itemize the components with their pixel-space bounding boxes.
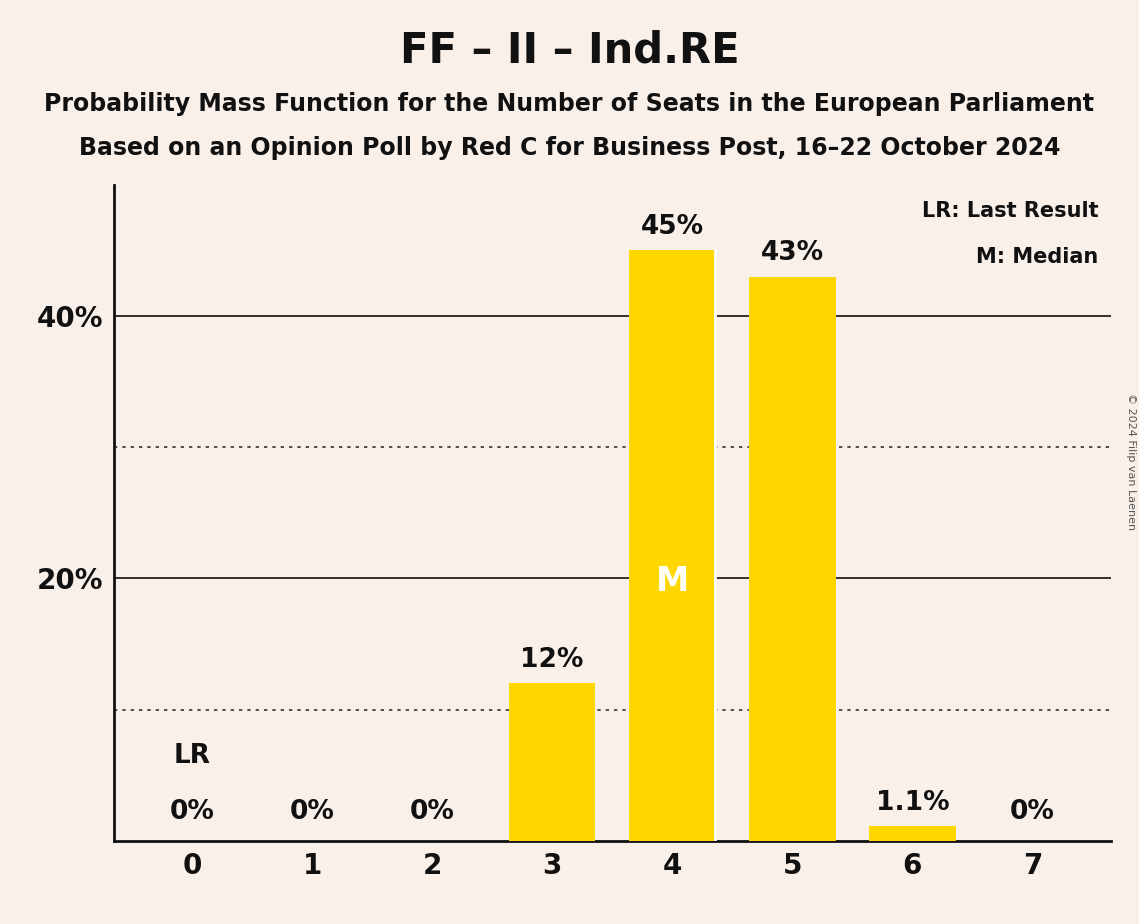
Bar [749, 276, 836, 841]
Text: LR: LR [173, 743, 211, 769]
Text: 0%: 0% [170, 799, 214, 825]
Text: 0%: 0% [410, 799, 454, 825]
Text: 43%: 43% [761, 240, 823, 266]
Bar [629, 250, 715, 841]
Text: Probability Mass Function for the Number of Seats in the European Parliament: Probability Mass Function for the Number… [44, 92, 1095, 116]
Text: LR: Last Result: LR: Last Result [921, 201, 1098, 221]
Text: M: M [656, 565, 689, 598]
Text: © 2024 Filip van Laenen: © 2024 Filip van Laenen [1125, 394, 1136, 530]
Text: Based on an Opinion Poll by Red C for Business Post, 16–22 October 2024: Based on an Opinion Poll by Red C for Bu… [79, 136, 1060, 160]
Text: 0%: 0% [1010, 799, 1055, 825]
Text: 1.1%: 1.1% [876, 790, 949, 816]
Text: M: Median: M: Median [976, 247, 1098, 267]
Bar [869, 826, 956, 841]
Bar [509, 684, 596, 841]
Text: 45%: 45% [641, 214, 704, 240]
Text: FF – II – Ind.RE: FF – II – Ind.RE [400, 30, 739, 71]
Text: 12%: 12% [521, 647, 584, 673]
Text: 0%: 0% [289, 799, 335, 825]
